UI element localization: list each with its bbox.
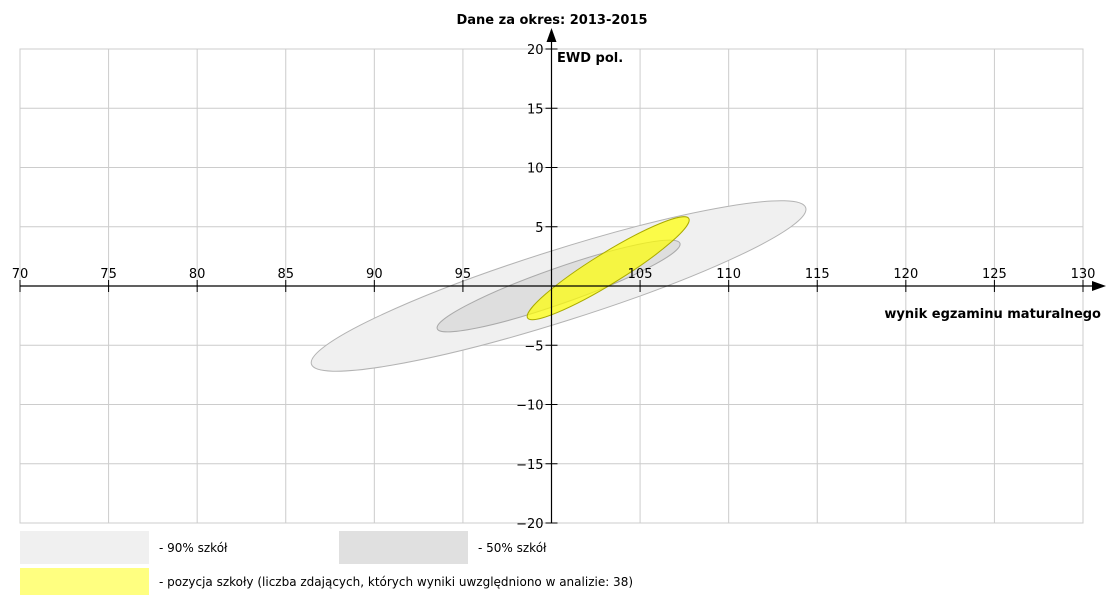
y-tick-label: 5 bbox=[535, 221, 543, 236]
x-tick-label: 120 bbox=[893, 267, 918, 282]
x-tick-label: 115 bbox=[805, 267, 830, 282]
chart-axes bbox=[20, 28, 1106, 523]
x-tick-label: 70 bbox=[12, 267, 29, 282]
y-tick-label: 15 bbox=[527, 102, 544, 117]
legend-swatch-50 bbox=[339, 531, 468, 564]
y-tick-label: −20 bbox=[516, 517, 543, 530]
y-tick-label: 20 bbox=[527, 43, 544, 58]
legend-label-school: - pozycja szkoły (liczba zdających, któr… bbox=[159, 575, 634, 589]
legend-swatch-90 bbox=[20, 531, 149, 564]
y-tick-label: −5 bbox=[524, 339, 543, 354]
chart-ticks: 70 75 80 85 90 95 105 110 115 120 125 130−20−15−10−… bbox=[12, 43, 1096, 530]
legend-swatch-school bbox=[20, 568, 149, 595]
x-axis-label: wynik egzaminu maturalnego bbox=[884, 307, 1101, 322]
y-tick-label: −15 bbox=[516, 458, 543, 473]
chart-title: Dane za okres: 2013-2015 bbox=[456, 13, 647, 28]
x-tick-label: 80 bbox=[189, 267, 206, 282]
x-axis-arrow bbox=[1092, 281, 1106, 291]
x-tick-label: 125 bbox=[982, 267, 1007, 282]
x-tick-label: 105 bbox=[628, 267, 653, 282]
y-tick-label: 10 bbox=[527, 162, 544, 177]
x-tick-label: 130 bbox=[1071, 267, 1096, 282]
y-axis-arrow bbox=[546, 28, 557, 42]
x-tick-label: 95 bbox=[455, 267, 472, 282]
legend-label-90: - 90% szkół bbox=[159, 541, 228, 555]
chart: 70 75 80 85 90 95 105 110 115 120 125 130−20−15−10−… bbox=[12, 13, 1106, 530]
legend-label-50: - 50% szkół bbox=[478, 541, 547, 555]
x-tick-label: 75 bbox=[100, 267, 117, 282]
x-tick-label: 110 bbox=[716, 267, 741, 282]
y-tick-label: −10 bbox=[516, 399, 543, 414]
ellipse-school bbox=[526, 216, 690, 321]
y-axis-label: EWD pol. bbox=[557, 51, 623, 66]
x-tick-label: 90 bbox=[366, 267, 383, 282]
x-tick-label: 85 bbox=[277, 267, 294, 282]
